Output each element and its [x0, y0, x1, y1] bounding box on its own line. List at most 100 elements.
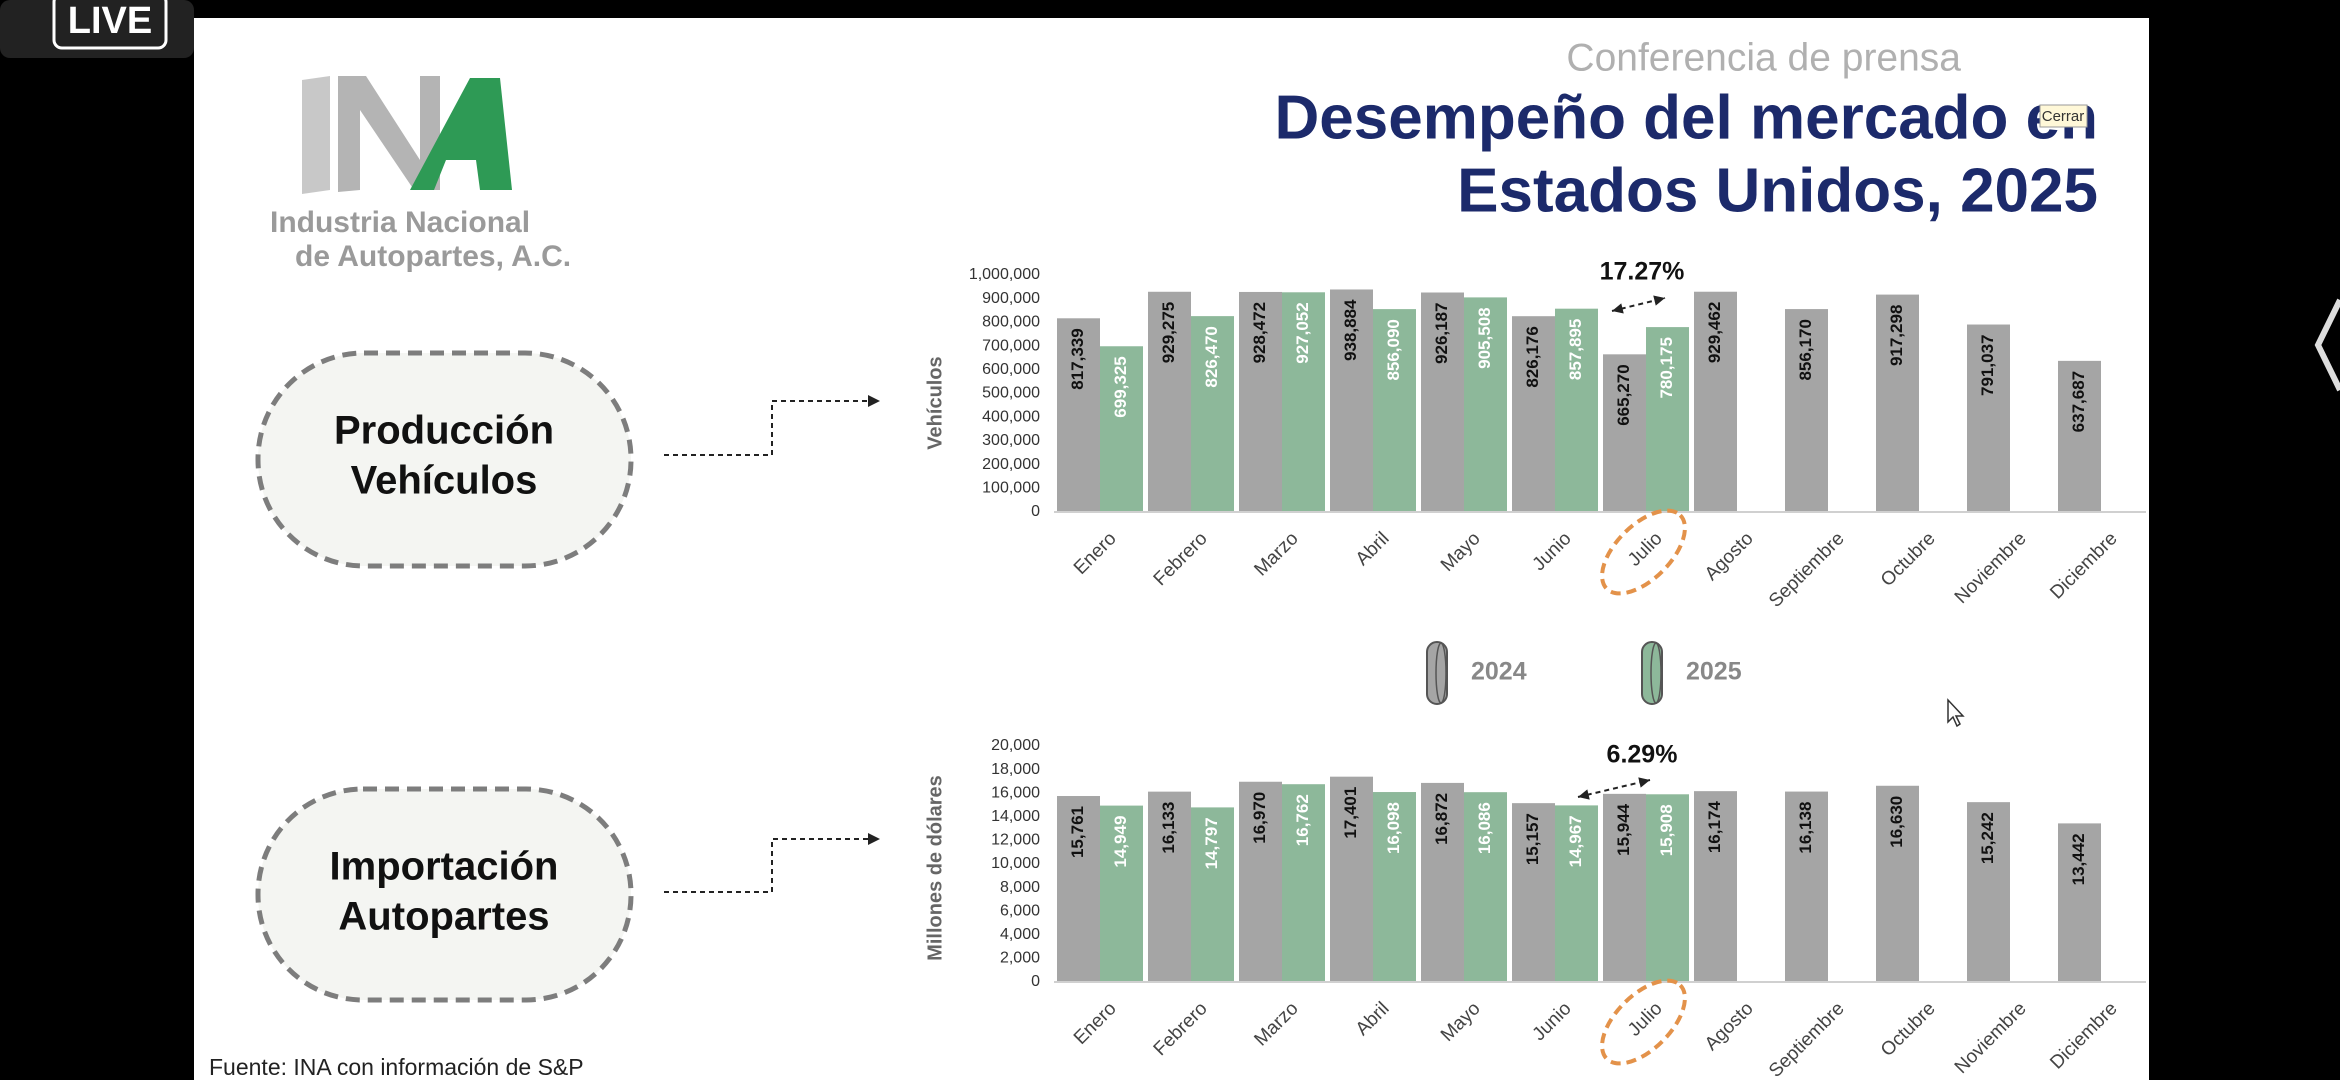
- y-tick-label: 6,000: [1000, 902, 1040, 919]
- bar: [1785, 791, 1828, 982]
- data-label: 791,037: [1978, 335, 1997, 396]
- y-tick-label: 600,000: [982, 361, 1040, 378]
- live-label: LIVE: [68, 0, 152, 42]
- bar: [1967, 324, 2010, 512]
- y-axis-label: Millones de dólares: [924, 775, 946, 961]
- y-tick-label: 900,000: [982, 290, 1040, 307]
- tooltip: [2039, 104, 2088, 128]
- legend-swatch-top: [1435, 642, 1447, 704]
- logo-a: [410, 78, 512, 190]
- data-label: 16,098: [1384, 802, 1403, 854]
- y-tick-label: 800,000: [982, 314, 1040, 331]
- bar: [2058, 360, 2101, 512]
- legend-label: 2025: [1686, 658, 1742, 686]
- logo-text: Industria Nacional: [270, 206, 530, 239]
- section-label: Autopartes: [338, 895, 549, 939]
- section-pill: [255, 350, 634, 569]
- bar: [1555, 308, 1598, 512]
- data-label: 929,275: [1159, 302, 1178, 363]
- arrow-head: [1612, 303, 1624, 314]
- bar: [2058, 823, 2101, 982]
- bar: [1330, 289, 1373, 512]
- legend-label: 2024: [1471, 658, 1527, 686]
- data-label: 780,175: [1657, 337, 1676, 398]
- bar: [1057, 796, 1100, 982]
- y-tick-label: 100,000: [982, 480, 1040, 497]
- bar: [1239, 781, 1282, 982]
- y-tick-label: 2,000: [1000, 950, 1040, 967]
- bar: [1603, 793, 1646, 982]
- y-axis-label: Vehículos: [924, 356, 946, 449]
- bar: [1191, 807, 1234, 982]
- bar: [1330, 776, 1373, 982]
- live-badge: [0, 0, 194, 58]
- bar: [1191, 316, 1234, 512]
- annotation-arrow: [1577, 779, 1651, 798]
- data-label: 826,470: [1202, 326, 1221, 387]
- bar: [1148, 791, 1191, 982]
- data-label: 15,761: [1068, 806, 1087, 858]
- y-tick-label: 500,000: [982, 385, 1040, 402]
- bar: [1282, 784, 1325, 982]
- tooltip-text: Cerrar: [2042, 108, 2085, 125]
- legend-swatch-top: [1650, 642, 1662, 704]
- y-tick-label: 12,000: [991, 832, 1040, 849]
- data-label: 16,138: [1796, 802, 1815, 854]
- bar: [1512, 316, 1555, 512]
- data-label: 817,339: [1068, 328, 1087, 389]
- bar: [1373, 309, 1416, 512]
- annotation: 17.27%: [1600, 258, 1685, 286]
- subtitle: Conferencia de prensa: [1566, 36, 1961, 79]
- arrow-head: [1653, 295, 1665, 306]
- bar: [1464, 792, 1507, 982]
- bar: [1057, 318, 1100, 512]
- bar: [1282, 292, 1325, 512]
- cursor: [1947, 698, 1965, 728]
- bar: [1967, 802, 2010, 982]
- y-tick-label: 8,000: [1000, 879, 1040, 896]
- data-label: 16,086: [1475, 802, 1494, 854]
- data-label: 15,908: [1657, 804, 1676, 856]
- bar: [1646, 327, 1689, 512]
- y-tick-label: 200,000: [982, 456, 1040, 473]
- highlight-circle: [1600, 508, 1687, 596]
- data-label: 13,442: [2069, 833, 2088, 885]
- data-label: 938,884: [1341, 299, 1360, 361]
- data-label: 14,967: [1566, 815, 1585, 867]
- y-tick-label: 14,000: [991, 808, 1040, 825]
- bar: [1100, 346, 1143, 512]
- data-label: 16,970: [1250, 792, 1269, 844]
- y-tick-label: 18,000: [991, 761, 1040, 778]
- connector: [664, 838, 870, 893]
- section-label: Importación: [330, 845, 559, 889]
- y-tick-label: 0: [1031, 503, 1040, 520]
- y-tick-label: 20,000: [991, 737, 1040, 754]
- y-tick-label: 16,000: [991, 784, 1040, 801]
- bar: [1694, 791, 1737, 982]
- data-label: 857,895: [1566, 319, 1585, 380]
- source: Fuente: INA con información de S&P: [209, 1054, 584, 1080]
- bar: [1100, 805, 1143, 982]
- bar: [1876, 294, 1919, 512]
- data-label: 17,401: [1341, 787, 1360, 839]
- bar: [1603, 354, 1646, 512]
- data-label: 929,462: [1705, 302, 1724, 363]
- side-chevron: [2314, 298, 2340, 392]
- y-tick-label: 4,000: [1000, 926, 1040, 943]
- bar: [1421, 292, 1464, 512]
- data-label: 905,508: [1475, 307, 1494, 368]
- data-label: 699,325: [1111, 356, 1130, 417]
- bar: [1876, 785, 1919, 982]
- data-label: 16,630: [1887, 796, 1906, 848]
- legend-swatch: [1641, 641, 1663, 705]
- y-tick-label: 300,000: [982, 432, 1040, 449]
- data-label: 14,797: [1202, 817, 1221, 869]
- data-label: 16,133: [1159, 802, 1178, 854]
- data-label: 16,762: [1293, 794, 1312, 846]
- data-label: 927,052: [1293, 302, 1312, 363]
- title-line: Estados Unidos, 2025: [1457, 156, 2098, 225]
- arrow-head: [868, 395, 880, 407]
- annotation: 6.29%: [1607, 741, 1678, 769]
- data-label: 926,187: [1432, 302, 1451, 363]
